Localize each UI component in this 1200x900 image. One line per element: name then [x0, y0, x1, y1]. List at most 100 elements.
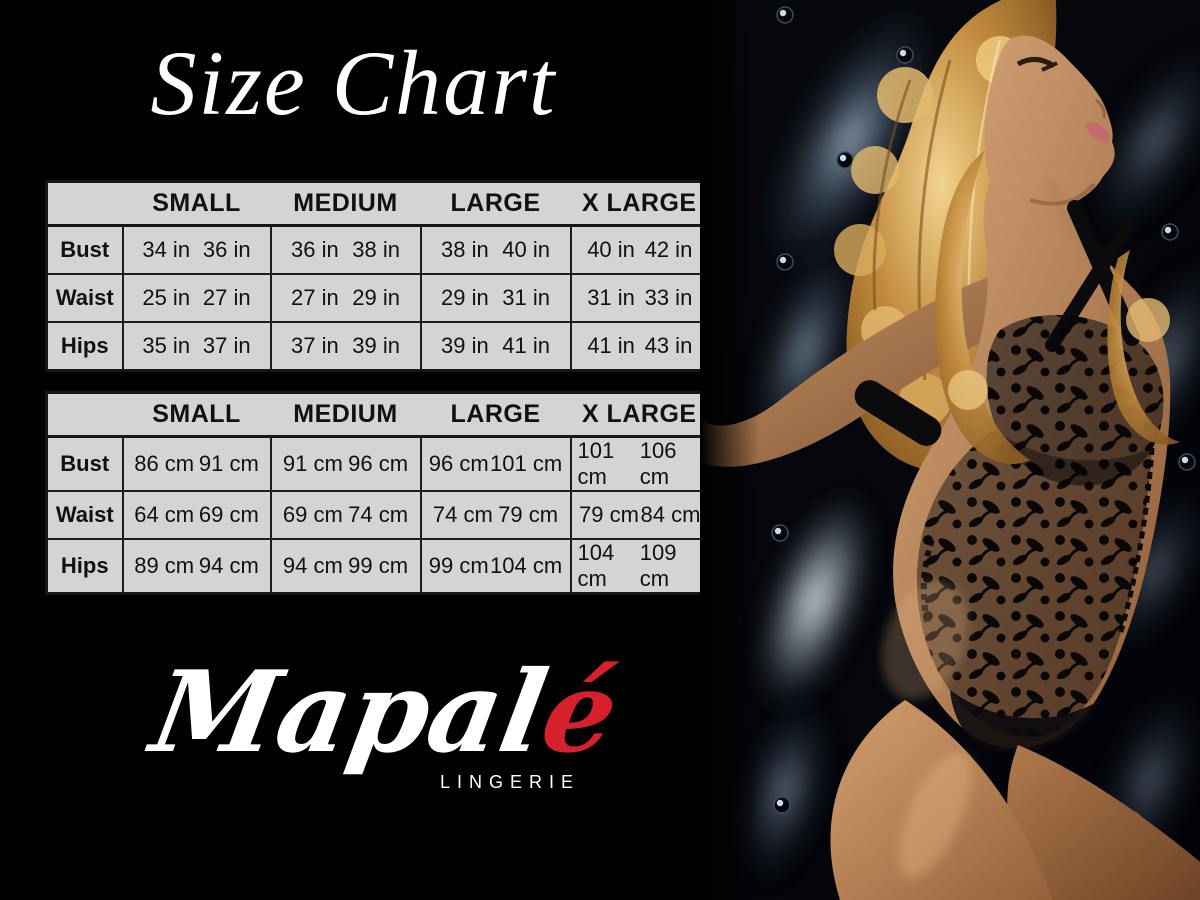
size-value: 101 cm — [577, 438, 615, 489]
size-cell: 64 cm 69 cm — [121, 490, 272, 540]
size-table-inches: SMALL MEDIUM LARGE X LARGE Bust 34 in 36 … — [45, 180, 711, 372]
column-header: SMALL — [122, 181, 271, 227]
size-value: 31 in — [587, 285, 635, 310]
table-row: Bust 34 in 36 in 36 in 38 in 38 in 40 in 40… — [45, 224, 711, 275]
size-cell: 104 cm 109 cm — [569, 538, 711, 595]
size-value: 96 cm — [428, 451, 489, 476]
row-label: Hips — [45, 321, 124, 372]
size-value: 36 in — [202, 237, 251, 262]
size-value: 41 in — [502, 333, 550, 358]
size-value: 89 cm — [134, 553, 195, 578]
size-cell: 31 in 33 in — [569, 273, 711, 323]
size-value: 39 in — [352, 333, 400, 358]
size-value: 94 cm — [198, 553, 259, 578]
size-value: 38 in — [441, 237, 489, 262]
size-cell: 69 cm 74 cm — [269, 490, 422, 540]
row-label: Waist — [45, 273, 124, 323]
size-value: 64 cm — [134, 502, 195, 527]
brand-logo: Mapalé LINGERIE — [143, 647, 627, 793]
size-cell: 41 in 43 in — [569, 321, 711, 372]
header-row: SMALL MEDIUM LARGE X LARGE — [46, 181, 710, 227]
size-value: 86 cm — [134, 451, 195, 476]
size-value: 109 cm — [639, 540, 677, 591]
size-value: 27 in — [291, 285, 339, 310]
size-value: 27 in — [202, 285, 251, 310]
size-value: 34 in — [142, 237, 191, 262]
corner-cell — [46, 181, 123, 227]
size-value: 94 cm — [282, 553, 343, 578]
table-row: Hips 35 in 37 in 37 in 39 in 39 in 41 in 41… — [45, 321, 711, 372]
row-label: Waist — [45, 490, 124, 540]
model-hair-front — [935, 150, 1180, 465]
size-value: 104 cm — [490, 553, 563, 578]
size-value: 69 cm — [282, 502, 343, 527]
size-cell: 38 in 40 in — [419, 224, 572, 275]
size-value: 74 cm — [348, 502, 409, 527]
size-cell: 35 in 37 in — [121, 321, 272, 372]
column-header: X LARGE — [570, 181, 710, 227]
size-value: 101 cm — [490, 451, 563, 476]
size-value: 104 cm — [577, 540, 615, 591]
size-value: 38 in — [352, 237, 400, 262]
size-value: 25 in — [142, 285, 191, 310]
size-value: 35 in — [142, 333, 191, 358]
table-row: Waist 25 in 27 in 27 in 29 in 29 in 31 in 3… — [45, 273, 711, 323]
size-value: 42 in — [644, 237, 693, 262]
size-value: 74 cm — [432, 502, 493, 527]
column-header: LARGE — [420, 392, 571, 438]
size-cell: 29 in 31 in — [419, 273, 572, 323]
row-label: Bust — [45, 435, 124, 492]
size-value: 39 in — [441, 333, 489, 358]
size-cell: 89 cm 94 cm — [121, 538, 272, 595]
page-title: Size Chart — [150, 32, 557, 134]
column-header: MEDIUM — [270, 392, 421, 438]
size-value: 69 cm — [198, 502, 259, 527]
size-cell: 37 in 39 in — [269, 321, 422, 372]
model-photo — [700, 0, 1200, 900]
size-cell: 101 cm 106 cm — [569, 435, 711, 492]
size-value: 84 cm — [640, 502, 701, 527]
header-row: SMALL MEDIUM LARGE X LARGE — [46, 392, 710, 438]
size-value: 43 in — [644, 333, 693, 358]
size-value: 79 cm — [498, 502, 559, 527]
size-cell: 91 cm 96 cm — [269, 435, 422, 492]
size-value: 40 in — [587, 237, 635, 262]
size-value: 33 in — [644, 285, 693, 310]
size-value: 41 in — [587, 333, 635, 358]
model-figure — [700, 0, 1200, 900]
size-value: 29 in — [352, 285, 400, 310]
table-row: Waist 64 cm 69 cm 69 cm 74 cm 74 cm 79 cm 7… — [45, 490, 711, 540]
row-label: Bust — [45, 224, 124, 275]
size-cell: 40 in 42 in — [569, 224, 711, 275]
size-table-cm: SMALL MEDIUM LARGE X LARGE Bust 86 cm 91 … — [45, 391, 711, 595]
size-value: 79 cm — [579, 502, 639, 527]
size-cell: 86 cm 91 cm — [121, 435, 272, 492]
size-value: 99 cm — [428, 553, 489, 578]
column-header: X LARGE — [570, 392, 710, 438]
table-row: Bust 86 cm 91 cm 91 cm 96 cm 96 cm 101 cm 1… — [45, 435, 711, 492]
size-value: 91 cm — [198, 451, 259, 476]
brand-subtitle: LINGERIE — [439, 772, 580, 792]
size-cell: 39 in 41 in — [419, 321, 572, 372]
size-value: 36 in — [291, 237, 339, 262]
brand-wordmark: Mapalé — [139, 647, 632, 778]
model-legs — [830, 700, 1200, 900]
size-value: 29 in — [441, 285, 489, 310]
size-value: 37 in — [291, 333, 339, 358]
size-value: 40 in — [502, 237, 550, 262]
size-cell: 74 cm 79 cm — [419, 490, 572, 540]
photo-edge-fade — [700, 0, 760, 900]
size-value: 106 cm — [639, 438, 677, 489]
lace-bodysuit — [854, 200, 1164, 753]
size-cell: 34 in 36 in — [121, 224, 272, 275]
column-header: LARGE — [420, 181, 571, 227]
size-cell: 79 cm 84 cm — [569, 490, 711, 540]
brand-name: Mapal — [142, 647, 556, 778]
size-cell: 25 in 27 in — [121, 273, 272, 323]
size-value: 99 cm — [348, 553, 409, 578]
corner-cell — [46, 392, 123, 438]
model-photo-illustration — [700, 0, 1200, 900]
size-value: 31 in — [502, 285, 550, 310]
size-cell: 27 in 29 in — [269, 273, 422, 323]
row-label: Hips — [45, 538, 124, 595]
